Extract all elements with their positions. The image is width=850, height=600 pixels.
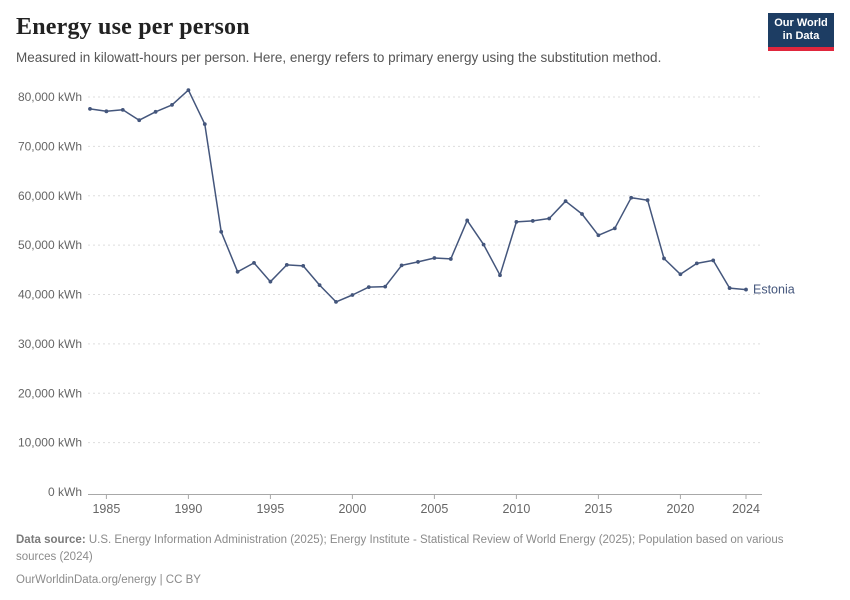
data-point[interactable]	[317, 283, 322, 288]
data-point[interactable]	[465, 218, 470, 223]
owid-license-link[interactable]: OurWorldinData.org/energy | CC BY	[16, 574, 201, 586]
data-point[interactable]	[694, 261, 699, 266]
data-source-label: Data source:	[16, 533, 86, 546]
y-tick-label: 50,000 kWh	[18, 238, 82, 252]
chart-header: Energy use per person Measured in kilowa…	[0, 0, 850, 67]
owid-logo-line2: in Data	[782, 30, 820, 42]
data-point[interactable]	[88, 106, 92, 111]
data-point[interactable]	[137, 118, 142, 123]
x-tick-label: 2005	[420, 502, 448, 516]
data-point[interactable]	[744, 287, 748, 292]
data-point[interactable]	[662, 256, 666, 261]
owid-logo-line1: Our World	[774, 16, 828, 29]
data-point[interactable]	[596, 233, 601, 238]
data-point[interactable]	[399, 263, 404, 268]
data-point[interactable]	[334, 300, 338, 304]
data-point[interactable]	[547, 216, 552, 221]
chart-footer: Data source: U.S. Energy Information Adm…	[0, 524, 850, 600]
data-source-text: Data source: U.S. Energy Information Adm…	[16, 532, 816, 567]
data-point[interactable]	[383, 284, 388, 289]
y-tick-label: 10,000 kWh	[18, 436, 82, 450]
data-point[interactable]	[219, 229, 224, 234]
data-point[interactable]	[612, 226, 617, 231]
page-title: Energy use per person	[16, 14, 250, 40]
x-tick-label: 1990	[174, 502, 202, 516]
y-tick-label: 80,000 kWh	[18, 90, 82, 104]
data-point[interactable]	[170, 103, 174, 107]
data-point[interactable]	[120, 107, 125, 112]
data-point[interactable]	[498, 273, 502, 278]
x-tick-label: 1995	[256, 502, 284, 516]
data-point[interactable]	[252, 261, 256, 265]
y-tick-label: 30,000 kWh	[18, 337, 82, 351]
data-point[interactable]	[432, 256, 437, 260]
data-point[interactable]	[284, 262, 289, 267]
data-point[interactable]	[629, 195, 634, 200]
x-tick-label: 2015	[584, 502, 612, 516]
data-point[interactable]	[563, 199, 568, 204]
y-tick-label: 20,000 kWh	[18, 386, 82, 400]
owid-logo[interactable]: Our World in Data	[768, 13, 834, 51]
x-tick-label: 2010	[502, 502, 530, 516]
y-tick-label: 60,000 kWh	[18, 189, 82, 203]
x-tick-label: 2000	[338, 502, 366, 516]
chart-subtitle: Measured in kilowatt-hours per person. H…	[16, 50, 662, 65]
data-point[interactable]	[104, 109, 109, 114]
data-point[interactable]	[711, 258, 716, 263]
data-point[interactable]	[268, 279, 273, 284]
data-point[interactable]	[366, 285, 371, 289]
y-tick-label: 70,000 kWh	[18, 139, 82, 153]
y-tick-label: 40,000 kWh	[18, 288, 82, 302]
data-point[interactable]	[350, 293, 355, 297]
data-point[interactable]	[186, 88, 191, 92]
data-point[interactable]	[202, 122, 207, 127]
data-point[interactable]	[727, 286, 732, 290]
data-point[interactable]	[481, 242, 486, 247]
data-point[interactable]	[678, 272, 683, 277]
x-tick-label: 1985	[92, 502, 120, 516]
data-source-value: U.S. Energy Information Administration (…	[16, 533, 784, 563]
line-chart: 0 kWh 10,000 kWh 20,000 kWh 30,000 kWh 40,00…	[0, 78, 850, 525]
data-point[interactable]	[416, 260, 420, 264]
data-point[interactable]	[580, 212, 584, 216]
data-point[interactable]	[235, 269, 240, 274]
data-point[interactable]	[645, 198, 650, 203]
series-end-label: Estonia	[753, 283, 795, 297]
line-chart-svg: 0 kWh 10,000 kWh 20,000 kWh 30,000 kWh 40,00…	[18, 88, 795, 516]
y-tick-label: 0 kWh	[48, 485, 82, 499]
data-point[interactable]	[153, 109, 158, 114]
data-point[interactable]	[530, 219, 535, 223]
data-point[interactable]	[448, 257, 453, 261]
x-tick-label: 2024	[732, 502, 760, 516]
x-tick-label: 2020	[666, 502, 694, 516]
data-point[interactable]	[301, 263, 306, 268]
data-point[interactable]	[514, 220, 519, 224]
